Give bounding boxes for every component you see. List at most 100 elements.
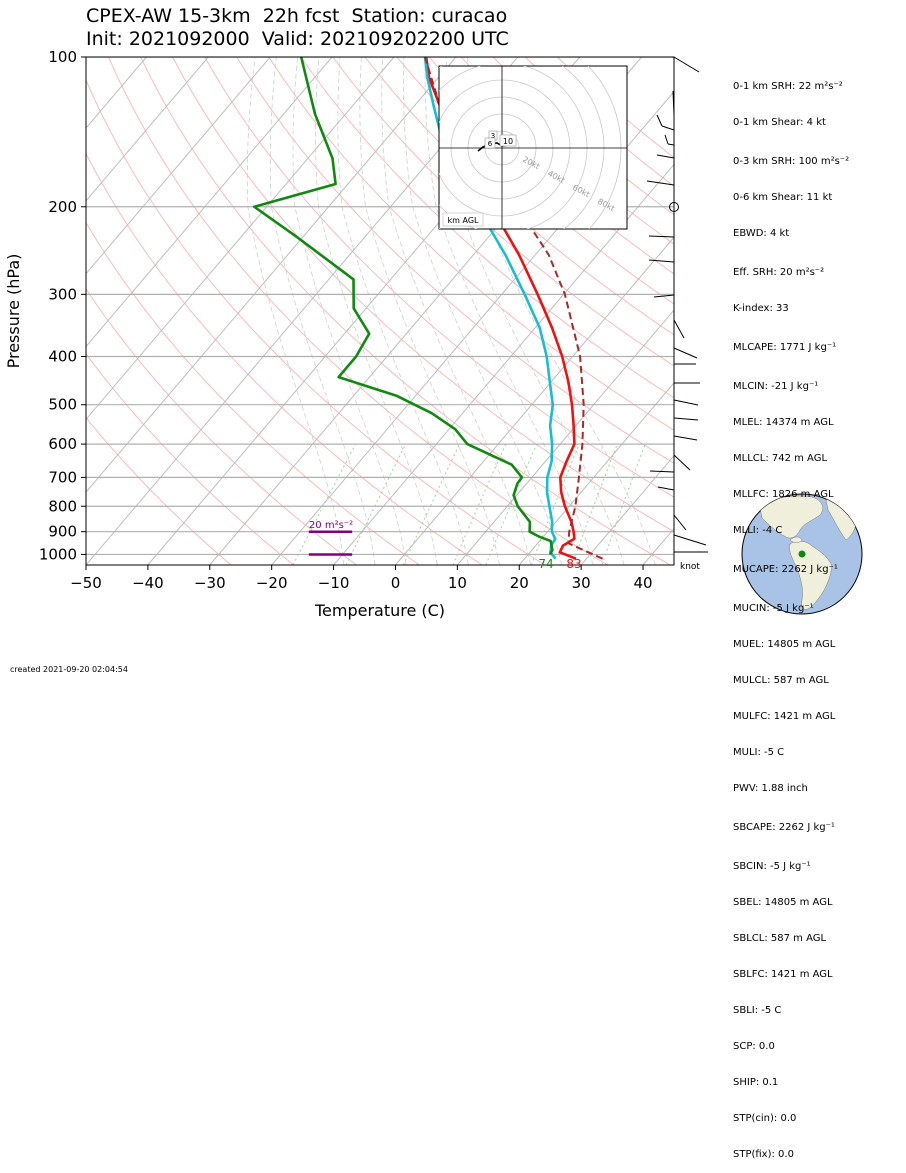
param-line: SCP: 0.0: [733, 1041, 775, 1052]
wind-barb: [673, 454, 691, 471]
x-tick-label: −10: [318, 574, 350, 592]
isotherm: [395, 236, 674, 565]
param-line: 0-1 km Shear: 4 kt: [733, 117, 826, 128]
mixing-ratio-line: [292, 443, 357, 565]
x-tick-label: −40: [132, 574, 164, 592]
dry-adiabat: [428, 57, 674, 275]
hodo-height-label: 6: [488, 140, 493, 148]
skew-t-chart: 20 m²s⁻² 74 83 −50 −40 −30 −20 −10 0 10 20 30 40 …: [4, 48, 863, 620]
wind-barb: [653, 294, 675, 298]
param-line: 0-6 km Shear: 11 kt: [733, 192, 833, 203]
isotherm: [580, 455, 674, 565]
moist-adiabat: [292, 57, 407, 565]
isotherm: [333, 163, 674, 565]
isotherm: [86, 57, 333, 348]
wind-barb: [657, 486, 675, 491]
param-line: SBLI: -5 C: [733, 1005, 782, 1016]
x-tick-label: −20: [256, 574, 288, 592]
moist-adiabat: [315, 57, 438, 565]
param-line: MLLFC: 1826 m AGL: [733, 489, 834, 500]
x-tick-label: 10: [448, 574, 467, 592]
wind-barb: [649, 470, 675, 473]
dewpoint-profile: [253, 57, 554, 556]
dry-adiabat: [268, 57, 674, 431]
hodo-height-label: 10: [503, 137, 513, 146]
wind-barb: [673, 347, 698, 359]
wind-barb: [673, 514, 687, 531]
y-tick-label: 300: [48, 285, 77, 303]
moist-adiabat: [359, 57, 500, 565]
surface-dewpoint-label: 74: [538, 557, 553, 571]
dry-adiabat: [300, 57, 674, 399]
moist-adiabat: [424, 57, 594, 565]
y-tick-label: 600: [48, 435, 77, 453]
wind-barb: [664, 134, 675, 146]
mixing-ratio-line: [601, 443, 646, 565]
param-line: MULI: -5 C: [733, 747, 785, 758]
param-line: MLLI: -4 C: [733, 525, 783, 536]
isotherm: [518, 382, 674, 565]
mixing-ratio-line: [345, 443, 407, 565]
dry-adiabat: [204, 57, 674, 498]
dry-adiabat: [364, 57, 674, 336]
param-line: SHIP: 0.1: [733, 1077, 779, 1088]
y-tick-label: 500: [48, 396, 77, 414]
wind-barb: [673, 435, 698, 441]
parameter-list: 0-1 km SRH: 22 m²s⁻² 0-1 km Shear: 4 kt …: [733, 57, 849, 1173]
dry-adiabat: [396, 57, 674, 305]
station-marker: [798, 550, 806, 558]
wind-barb: [656, 114, 675, 131]
x-tick-label: 30: [572, 574, 591, 592]
moist-adiabat: [269, 57, 376, 565]
hodograph-label: km AGL: [448, 216, 480, 225]
param-line: MLCAPE: 1771 J kg⁻¹: [733, 342, 837, 353]
param-line: SBLFC: 1421 m AGL: [733, 969, 833, 980]
location-globe: [741, 493, 863, 615]
srh-bars: 20 m²s⁻²: [308, 520, 353, 556]
dry-adiabat: [86, 352, 294, 565]
param-line: SBCAPE: 2262 J kg⁻¹: [733, 822, 835, 833]
srh-label: 20 m²s⁻²: [309, 520, 353, 531]
wind-barb: [646, 180, 675, 186]
isotherm: [86, 57, 395, 421]
x-tick-label: 0: [391, 574, 401, 592]
y-tick-label: 800: [48, 497, 77, 515]
surface-temperature-label: 83: [566, 557, 581, 571]
dry-adiabat: [86, 416, 232, 565]
isotherm: [86, 57, 209, 202]
wind-barb: [648, 259, 675, 263]
param-line: SBCIN: -5 J kg⁻¹: [733, 861, 811, 872]
param-line: MUCIN: -5 J kg⁻¹: [733, 603, 814, 614]
y-tick-label: 900: [48, 523, 77, 541]
y-tick-label: 1000: [39, 545, 77, 563]
dry-adiabat: [86, 152, 483, 565]
y-tick-label: 700: [48, 468, 77, 486]
isotherm: [456, 309, 674, 565]
mixing-ratio-line: [485, 443, 538, 565]
mixing-ratio-line: [571, 443, 618, 565]
chart-title-line-2: Init: 2021092000 Valid: 202109202200 UTC: [86, 28, 509, 50]
y-tick-label: 400: [48, 348, 77, 366]
x-tick-label: 20: [510, 574, 529, 592]
param-line: MLCIN: -21 J kg⁻¹: [733, 381, 819, 392]
param-line: K-index: 33: [733, 303, 789, 314]
dry-adiabat: [86, 288, 357, 565]
x-tick-label: −30: [194, 574, 226, 592]
param-line: MLEL: 14374 m AGL: [733, 417, 834, 428]
moist-adiabat: [381, 57, 532, 565]
y-axis-label: Pressure (hPa): [4, 254, 23, 369]
param-line: MUCAPE: 2262 J kg⁻¹: [733, 564, 838, 575]
param-line: MULFC: 1421 m AGL: [733, 711, 836, 722]
x-tick-label: 40: [634, 574, 653, 592]
chart-title-line-1: CPEX-AW 15-3km 22h fcst Station: curacao: [86, 5, 508, 27]
wind-barb: [672, 90, 675, 116]
moist-adiabat: [337, 57, 469, 565]
created-timestamp: created 2021-09-20 02:04:54: [10, 665, 128, 674]
wind-barb: [673, 534, 707, 546]
barb-unit-label: knot: [680, 562, 700, 572]
moist-adiabat: [467, 57, 656, 565]
param-line: MUEL: 14805 m AGL: [733, 639, 836, 650]
wind-barb: [673, 417, 699, 421]
isotherm: [86, 57, 271, 275]
dry-adiabat: [332, 57, 674, 367]
